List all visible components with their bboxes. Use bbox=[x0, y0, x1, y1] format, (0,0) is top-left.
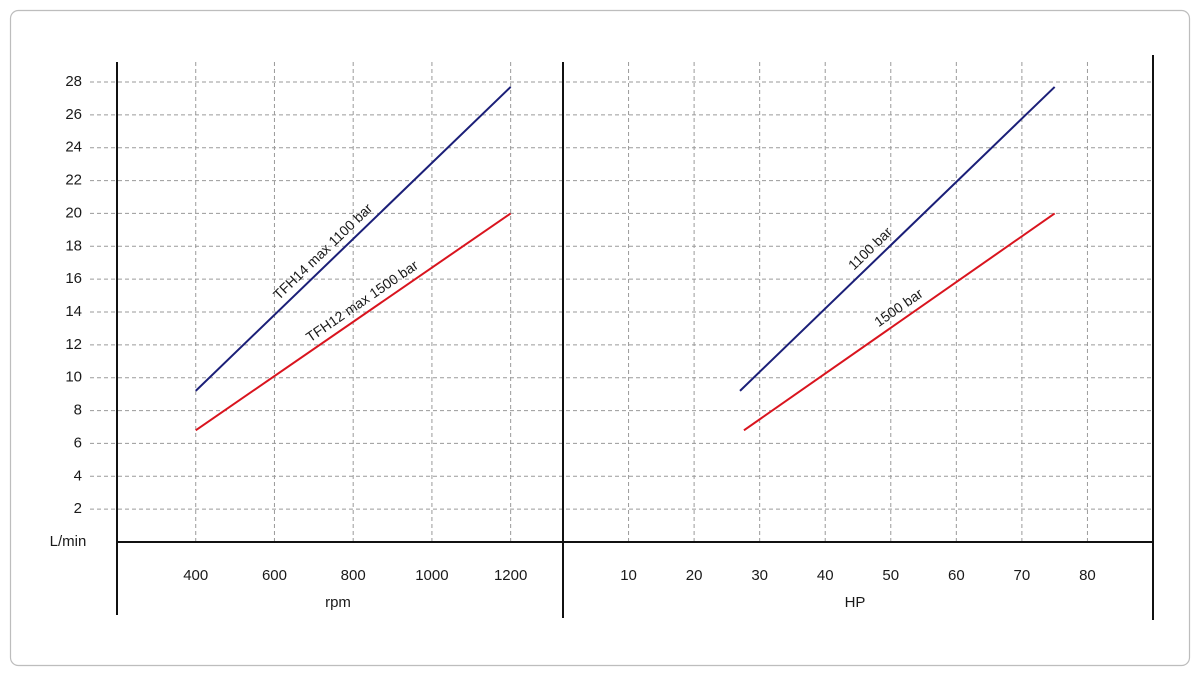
series-line bbox=[195, 86, 512, 392]
y-tick-label: 14 bbox=[65, 303, 82, 320]
x-tick-label: 70 bbox=[1014, 567, 1031, 584]
y-tick-label: 18 bbox=[65, 237, 82, 254]
y-tick-label: 4 bbox=[74, 467, 82, 484]
y-tick-label: 12 bbox=[65, 336, 82, 353]
x-tick-label: 60 bbox=[948, 567, 965, 584]
y-tick-label: 28 bbox=[65, 73, 82, 90]
grid bbox=[90, 62, 1153, 542]
x-tick-label: 20 bbox=[686, 567, 703, 584]
y-tick-label: 10 bbox=[65, 369, 82, 386]
y-tick-label: 16 bbox=[65, 270, 82, 287]
x-tick-label: 30 bbox=[751, 567, 768, 584]
y-tick-label: 8 bbox=[74, 402, 82, 419]
x-tick-label: 400 bbox=[183, 567, 208, 584]
series-line bbox=[195, 212, 512, 432]
y-axis-label: L/min bbox=[50, 533, 87, 550]
x-tick-label: 10 bbox=[620, 567, 637, 584]
y-tick-label: 26 bbox=[65, 106, 82, 123]
x-tick-label: 600 bbox=[262, 567, 287, 584]
series-line bbox=[743, 212, 1056, 432]
y-tick-label: 24 bbox=[65, 139, 82, 156]
x-tick-label: 50 bbox=[882, 567, 899, 584]
y-tick-label: 6 bbox=[74, 434, 82, 451]
x-tick-label: 80 bbox=[1079, 567, 1096, 584]
y-tick-label: 2 bbox=[74, 500, 82, 517]
x-tick-label: 40 bbox=[817, 567, 834, 584]
y-tick-label: 20 bbox=[65, 204, 82, 221]
x-axis-label: HP bbox=[845, 594, 866, 611]
x-axis-label: rpm bbox=[325, 594, 351, 611]
frame bbox=[9, 9, 1191, 667]
y-tick-label: 22 bbox=[65, 172, 82, 189]
x-tick-label: 1000 bbox=[415, 567, 448, 584]
x-tick-label: 1200 bbox=[494, 567, 527, 584]
x-tick-label: 800 bbox=[341, 567, 366, 584]
series-line bbox=[739, 86, 1056, 392]
